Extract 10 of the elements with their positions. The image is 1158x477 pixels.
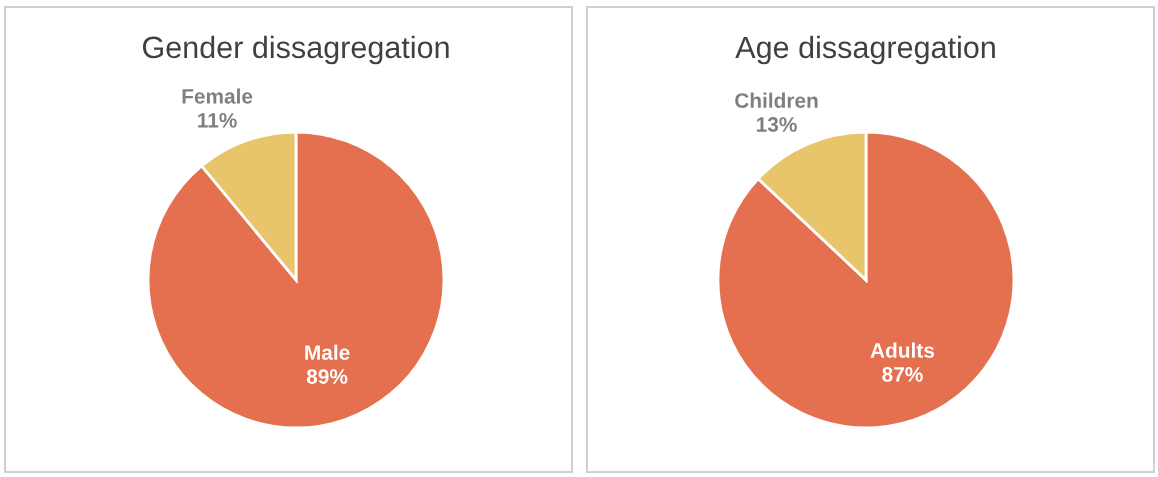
chart-title: Gender dissagregation [142, 35, 449, 65]
slice-label: Children [735, 92, 818, 108]
chart-title: Age dissagregation [735, 35, 995, 65]
data-label: 89% [306, 369, 348, 384]
data-label: 13% [756, 117, 797, 132]
data-label: 11% [198, 112, 237, 128]
slice-label: Female [182, 88, 253, 104]
data-label: 87% [882, 367, 923, 382]
slice-label: Male [305, 344, 350, 360]
slice-label: Adults [870, 342, 934, 358]
